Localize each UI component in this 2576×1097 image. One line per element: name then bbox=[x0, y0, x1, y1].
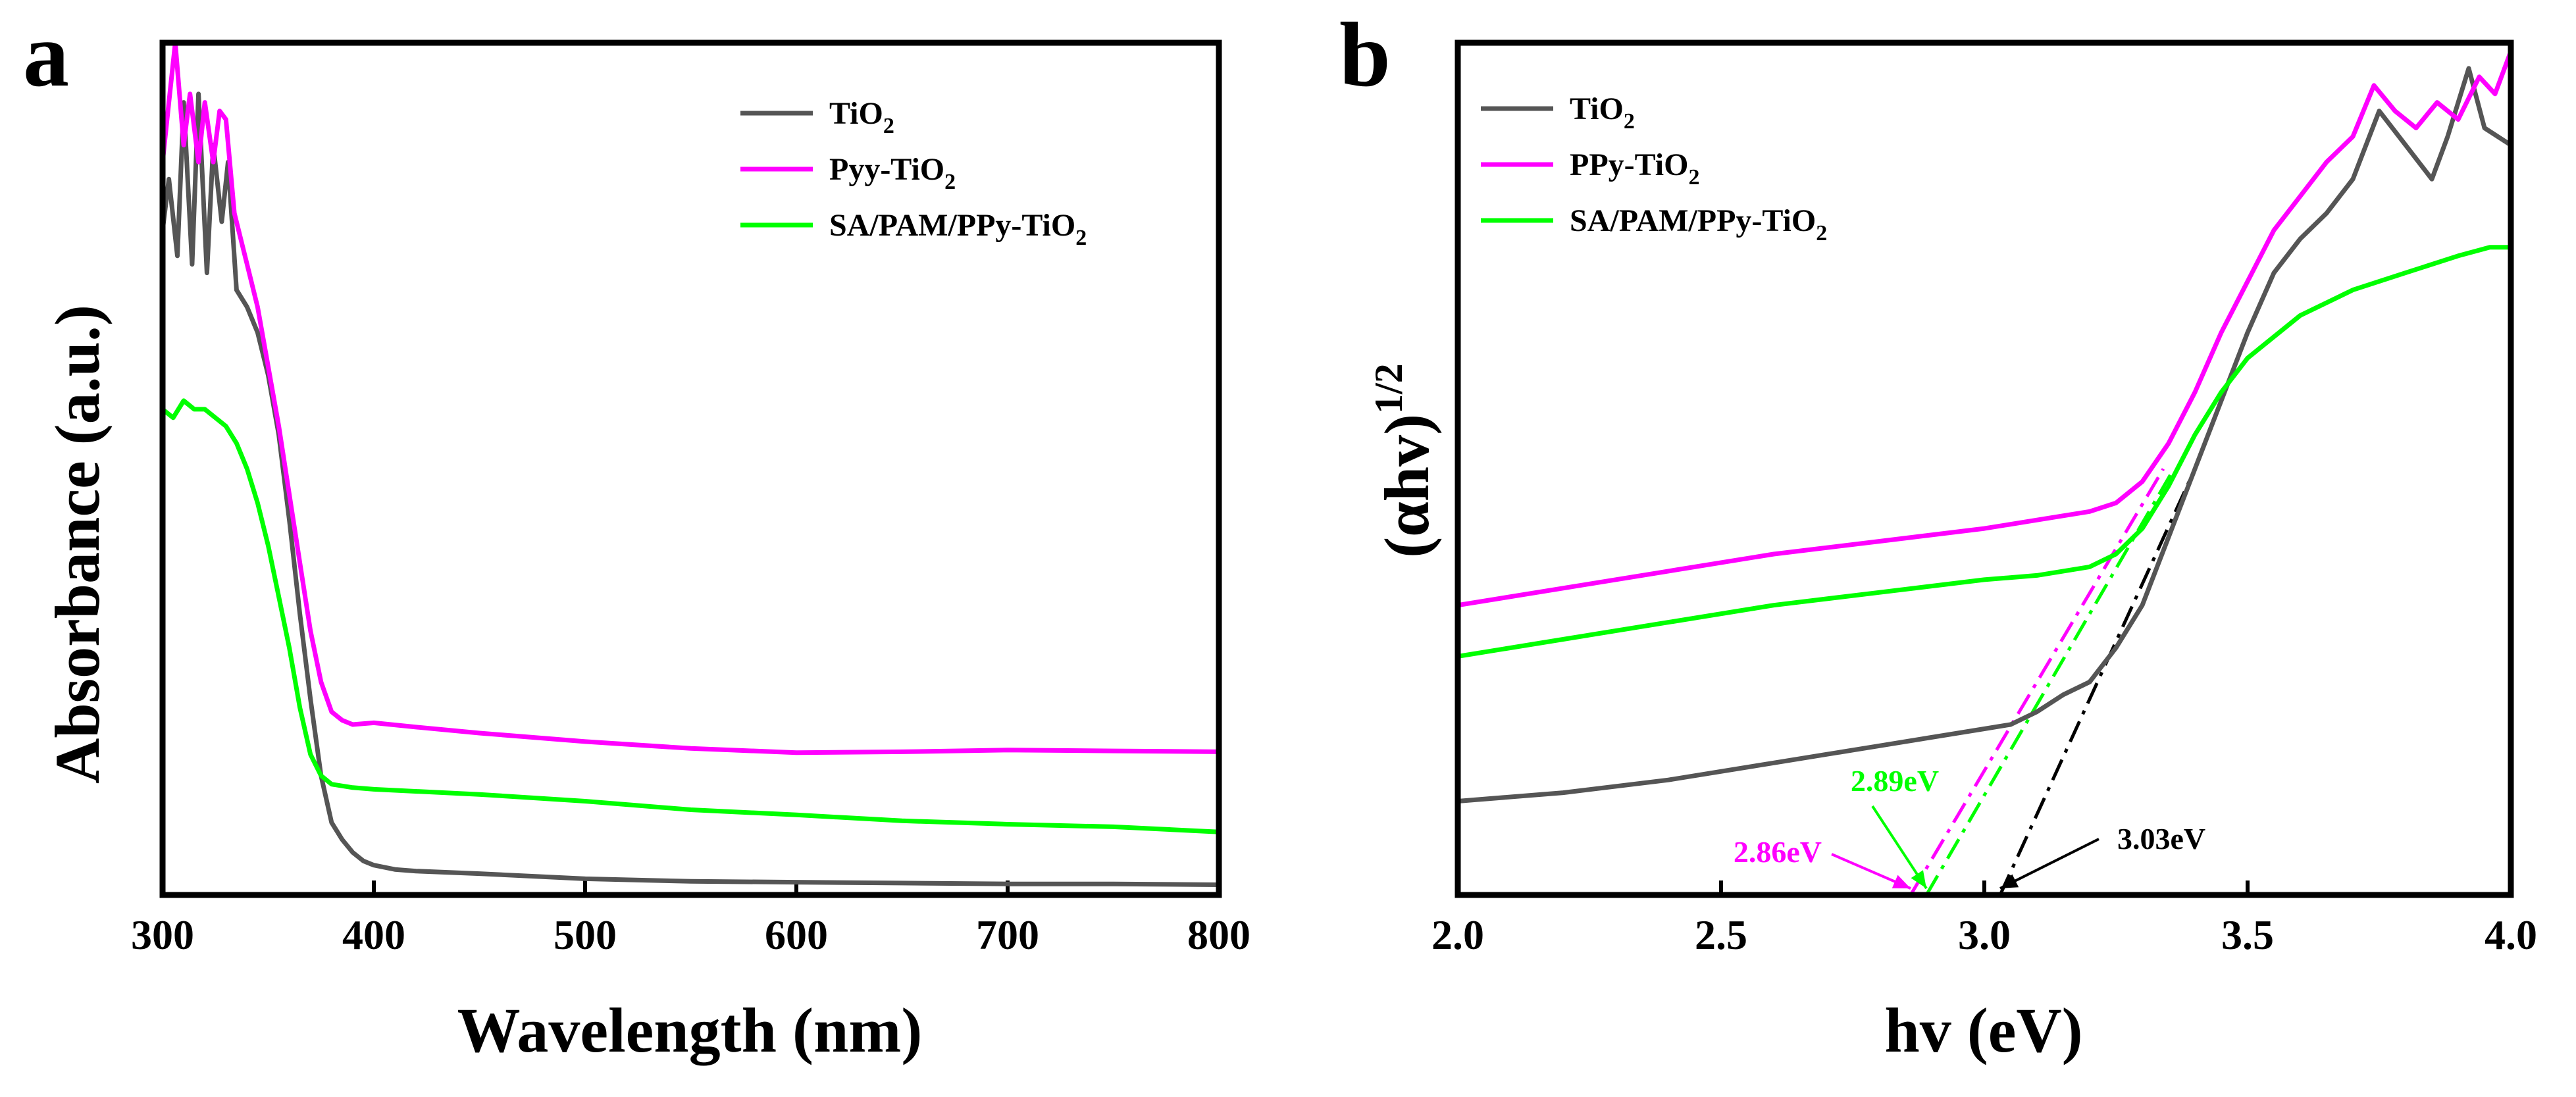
panel-b-letter: b bbox=[1339, 4, 1391, 106]
series-line-pyy-tio2 bbox=[160, 40, 1222, 755]
legend-label-sub: 2 bbox=[1075, 226, 1087, 250]
x-tick-label: 2.0 bbox=[1431, 911, 1484, 958]
legend-label-ppy-tio2: PPy-TiO2 bbox=[1570, 147, 1699, 190]
x-tick-label: 4.0 bbox=[2485, 911, 2537, 958]
annotation-label: 3.03eV bbox=[2117, 822, 2205, 855]
panel-b-x-axis-label: hv (eV) bbox=[1884, 995, 2082, 1065]
legend-label-sub: 2 bbox=[1688, 165, 1699, 190]
annotation-arrow-line bbox=[1999, 838, 2099, 890]
x-tick-label: 600 bbox=[765, 911, 828, 958]
legend-label-main: TiO bbox=[829, 96, 883, 131]
panel-b-y-label-sup: 1/2 bbox=[1367, 363, 1410, 414]
tauc-fit-tio2-fit bbox=[1998, 468, 2197, 896]
legend-label-tio2: TiO2 bbox=[829, 96, 894, 138]
legend-label-sub: 2 bbox=[1816, 221, 1827, 245]
series-line-tio2 bbox=[160, 91, 1222, 887]
annotation-arrowhead bbox=[1911, 870, 1926, 888]
series-line-sa-pam-ppy-tio2 bbox=[160, 398, 1222, 834]
legend-label-tio2: TiO2 bbox=[1570, 91, 1635, 134]
x-tick-label: 800 bbox=[1187, 911, 1250, 958]
x-tick-label: 3.0 bbox=[1958, 911, 2011, 958]
panel-b-series bbox=[1455, 49, 2513, 804]
x-tick-label: 400 bbox=[342, 911, 405, 958]
panel-b-y-axis-label: (αhv)1/2 bbox=[1367, 363, 1442, 558]
legend-label-sa-pam-ppy-tio2: SA/PAM/PPy-TiO2 bbox=[1570, 203, 1827, 245]
x-tick-label: 300 bbox=[131, 911, 194, 958]
legend-label-main: TiO bbox=[1570, 91, 1624, 126]
legend-label-main: PPy-TiO bbox=[1570, 147, 1688, 182]
panel-a-y-axis-label: Absorbance (a.u.) bbox=[42, 305, 113, 784]
panel-b-annotations: 2.89eV 2.86eV 3.03eV bbox=[1734, 764, 2205, 890]
legend-label-main: SA/PAM/PPy-TiO bbox=[1570, 203, 1816, 238]
panel-b-y-label-main: (αhv) bbox=[1372, 414, 1442, 558]
legend-label-sub: 2 bbox=[883, 114, 894, 138]
x-tick-label: 2.5 bbox=[1695, 911, 1747, 958]
series-line-sa-pam-ppy-tio2 bbox=[1455, 245, 2513, 659]
panel-b: b (αhv)1/2 hv (eV) 2.0 2.5 3.0 3.5 4.0 TiO2P… bbox=[1339, 4, 2537, 1065]
legend-label-main: SA/PAM/PPy-TiO bbox=[829, 208, 1075, 243]
panel-a-series bbox=[160, 40, 1222, 887]
annotation-arrowhead bbox=[1892, 875, 1911, 888]
panel-b-plot-frame bbox=[1455, 39, 2514, 898]
series-line-ppy-tio2 bbox=[1455, 49, 2513, 608]
series-line-tio2 bbox=[1455, 66, 2513, 804]
annotation-label: 2.89eV bbox=[1851, 764, 1939, 798]
annotation-label: 2.86eV bbox=[1734, 835, 1822, 869]
legend-label-pyy-tio2: Pyy-TiO2 bbox=[829, 152, 956, 194]
legend-label-main: Pyy-TiO bbox=[829, 152, 944, 187]
legend-label-sub: 2 bbox=[944, 170, 956, 194]
tauc-fit-ppy-tio2-fit bbox=[1909, 468, 2165, 896]
panel-a: a Absorbance (a.u.) Wavelength (nm) 300 4… bbox=[23, 4, 1250, 1065]
legend-label-sub: 2 bbox=[1624, 109, 1635, 134]
panel-a-x-axis-label: Wavelength (nm) bbox=[457, 995, 923, 1065]
panel-b-x-ticks: 2.0 2.5 3.0 3.5 4.0 bbox=[1431, 880, 2537, 958]
x-tick-label: 3.5 bbox=[2221, 911, 2274, 958]
x-tick-label: 700 bbox=[976, 911, 1039, 958]
panel-a-plot-frame bbox=[159, 39, 1222, 898]
legend-label-sa-pam-ppy-tio2: SA/PAM/PPy-TiO2 bbox=[829, 208, 1087, 250]
panel-a-letter: a bbox=[23, 4, 69, 106]
annotation-arrowhead bbox=[2000, 874, 2019, 888]
panel-a-x-ticks: 300 400 500 600 700 800 bbox=[131, 880, 1250, 958]
x-tick-label: 500 bbox=[554, 911, 617, 958]
